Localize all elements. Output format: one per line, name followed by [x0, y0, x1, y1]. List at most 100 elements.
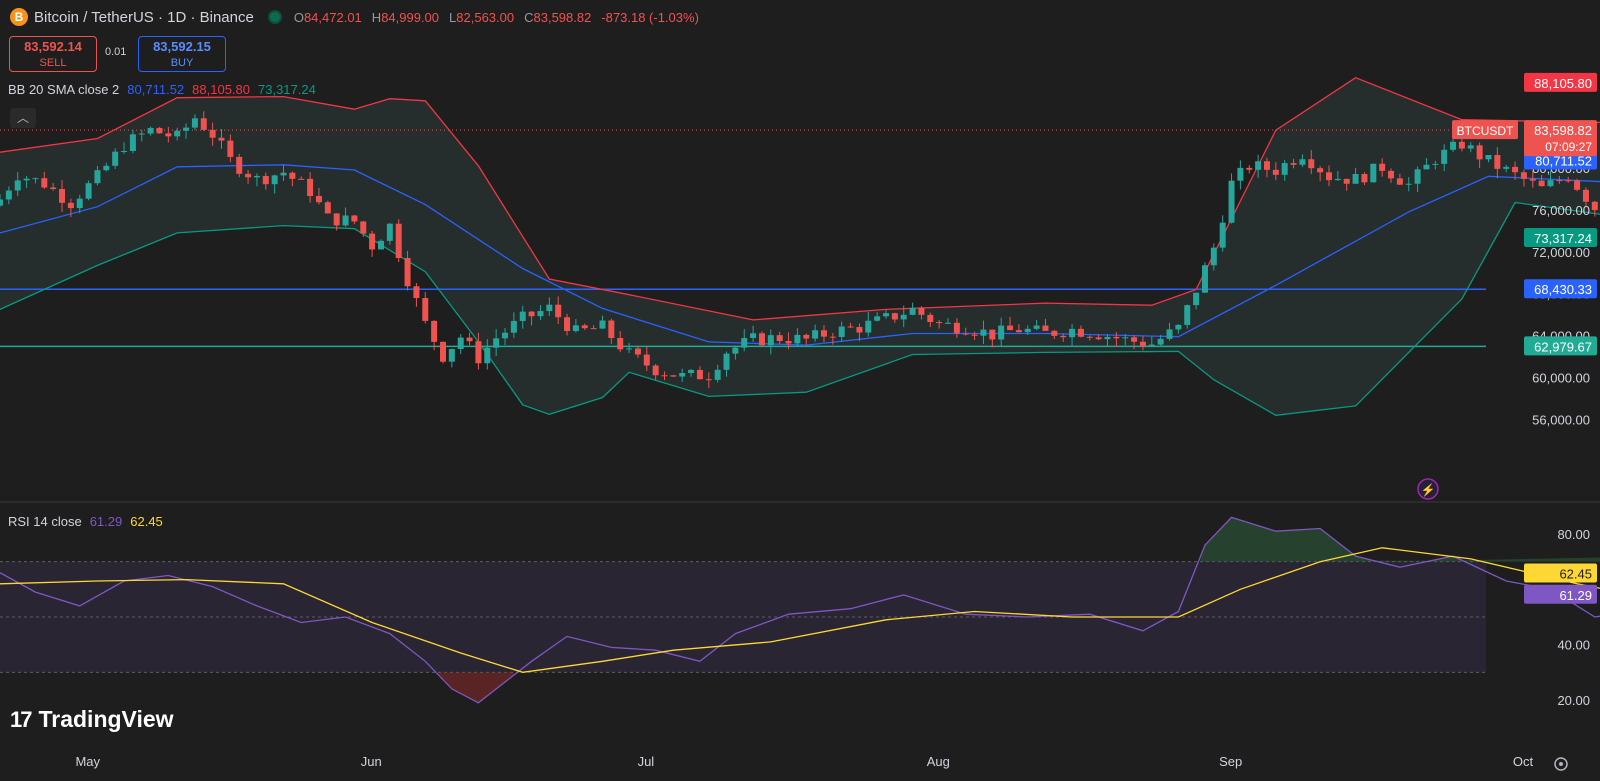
tradingview-logo[interactable]: 17 TradingView: [10, 706, 174, 733]
candle-body: [1122, 337, 1128, 338]
candle-body: [963, 334, 969, 335]
candle-body: [183, 128, 189, 131]
rsi-legend[interactable]: RSI 14 close 61.29 62.45: [8, 514, 163, 529]
candle-body: [1353, 174, 1359, 184]
candle-body: [759, 333, 765, 345]
candle-body: [1308, 159, 1314, 168]
candle-body: [396, 224, 402, 258]
rsi-tick-label: 40.00: [1557, 638, 1590, 653]
candle-body: [794, 335, 800, 344]
candle-body: [41, 178, 47, 187]
rsi-legend-name: RSI 14 close: [8, 514, 82, 529]
candle-body: [1211, 248, 1217, 266]
price-tick-label: 56,000.00: [1532, 413, 1590, 428]
candle-body: [245, 174, 251, 177]
candle-body: [1388, 171, 1394, 179]
candle-body: [1078, 329, 1084, 337]
close-value: 83,598.82: [534, 10, 592, 25]
market-status-icon: [268, 10, 282, 24]
candle-body: [1512, 167, 1518, 172]
candle-body: [6, 191, 12, 200]
candle-body: [821, 330, 827, 336]
candle-body: [768, 335, 774, 345]
candle-body: [24, 179, 30, 181]
sell-button[interactable]: 83,592.14 SELL: [9, 36, 97, 72]
candle-body: [156, 128, 162, 133]
candle-body: [94, 170, 100, 183]
buy-button[interactable]: 83,592.15 BUY: [138, 36, 226, 72]
candle-body: [86, 183, 92, 198]
candle-body: [1459, 142, 1465, 149]
candle-body: [1326, 172, 1332, 180]
candle-body: [777, 335, 783, 341]
candle-body: [475, 341, 481, 363]
rsi-tick-label: 80.00: [1557, 527, 1590, 542]
candle-body: [201, 118, 207, 130]
candle-body: [865, 321, 871, 333]
candle-body: [1060, 336, 1066, 337]
bb-legend[interactable]: BB 20 SMA close 2 80,711.52 88,105.80 73…: [8, 82, 316, 97]
candle-body: [130, 134, 136, 151]
close-key: C: [524, 10, 533, 25]
candle-body: [1468, 145, 1474, 148]
candle-body: [1131, 337, 1137, 341]
candle-body: [1246, 168, 1252, 170]
candle-body: [1105, 337, 1111, 339]
candle-body: [387, 224, 393, 241]
candle-body: [1361, 174, 1367, 182]
candle-body: [1282, 163, 1288, 175]
candle-body: [298, 179, 304, 180]
candle-body: [458, 338, 464, 349]
candle-body: [1299, 159, 1305, 165]
candle-body: [15, 180, 21, 190]
candle-body: [502, 333, 508, 339]
rsi-value: 61.29: [90, 514, 123, 529]
candle-body: [1539, 181, 1545, 186]
candle-body: [555, 305, 561, 318]
low-value: 82,563.00: [456, 10, 514, 25]
candle-body: [378, 241, 384, 250]
candle-body: [1592, 202, 1598, 210]
candle-body: [750, 333, 756, 338]
candle-body: [520, 312, 526, 321]
tradingview-logo-icon: 17: [10, 707, 30, 733]
candle-body: [1317, 168, 1323, 172]
candle-body: [1007, 326, 1013, 330]
candle-body: [1025, 329, 1031, 332]
time-tick-label: Oct: [1513, 754, 1534, 769]
candle-body: [1167, 329, 1173, 338]
candle-body: [1370, 164, 1376, 183]
symbol-header[interactable]: B Bitcoin / TetherUS · 1D · Binance O84,…: [10, 8, 699, 26]
symbol-title[interactable]: Bitcoin / TetherUS · 1D · Binance: [34, 9, 254, 26]
candle-body: [786, 341, 792, 343]
lightning-icon: ⚡: [1421, 483, 1436, 497]
candle-body: [165, 133, 171, 136]
bb-legend-name: BB 20 SMA close 2: [8, 82, 119, 97]
sell-price: 83,592.14: [10, 39, 96, 55]
candle-body: [1530, 179, 1536, 181]
bb-lower-value: 73,317.24: [258, 82, 316, 97]
settings-gear-icon-center: [1559, 762, 1563, 766]
high-value: 84,999.00: [381, 10, 439, 25]
candle-body: [32, 178, 38, 179]
candle-body: [635, 349, 641, 355]
price-tick-label: 76,000.00: [1532, 203, 1590, 218]
candle-body: [803, 335, 809, 339]
candle-body: [112, 152, 118, 166]
candle-body: [697, 370, 703, 379]
change-value: -873.18 (-1.03%): [601, 10, 699, 25]
candle-body: [1273, 170, 1279, 175]
candle-body: [59, 189, 65, 203]
rsi-tick-label: 20.00: [1557, 693, 1590, 708]
candle-body: [1344, 179, 1350, 184]
candle-body: [1432, 164, 1438, 165]
candle-body: [848, 326, 854, 327]
candle-body: [1450, 142, 1456, 150]
candle-body: [68, 203, 74, 208]
candle-body: [573, 325, 579, 331]
candle-body: [219, 138, 225, 141]
collapse-legend-button[interactable]: ︿: [10, 108, 36, 128]
time-tick-label: Aug: [927, 754, 950, 769]
